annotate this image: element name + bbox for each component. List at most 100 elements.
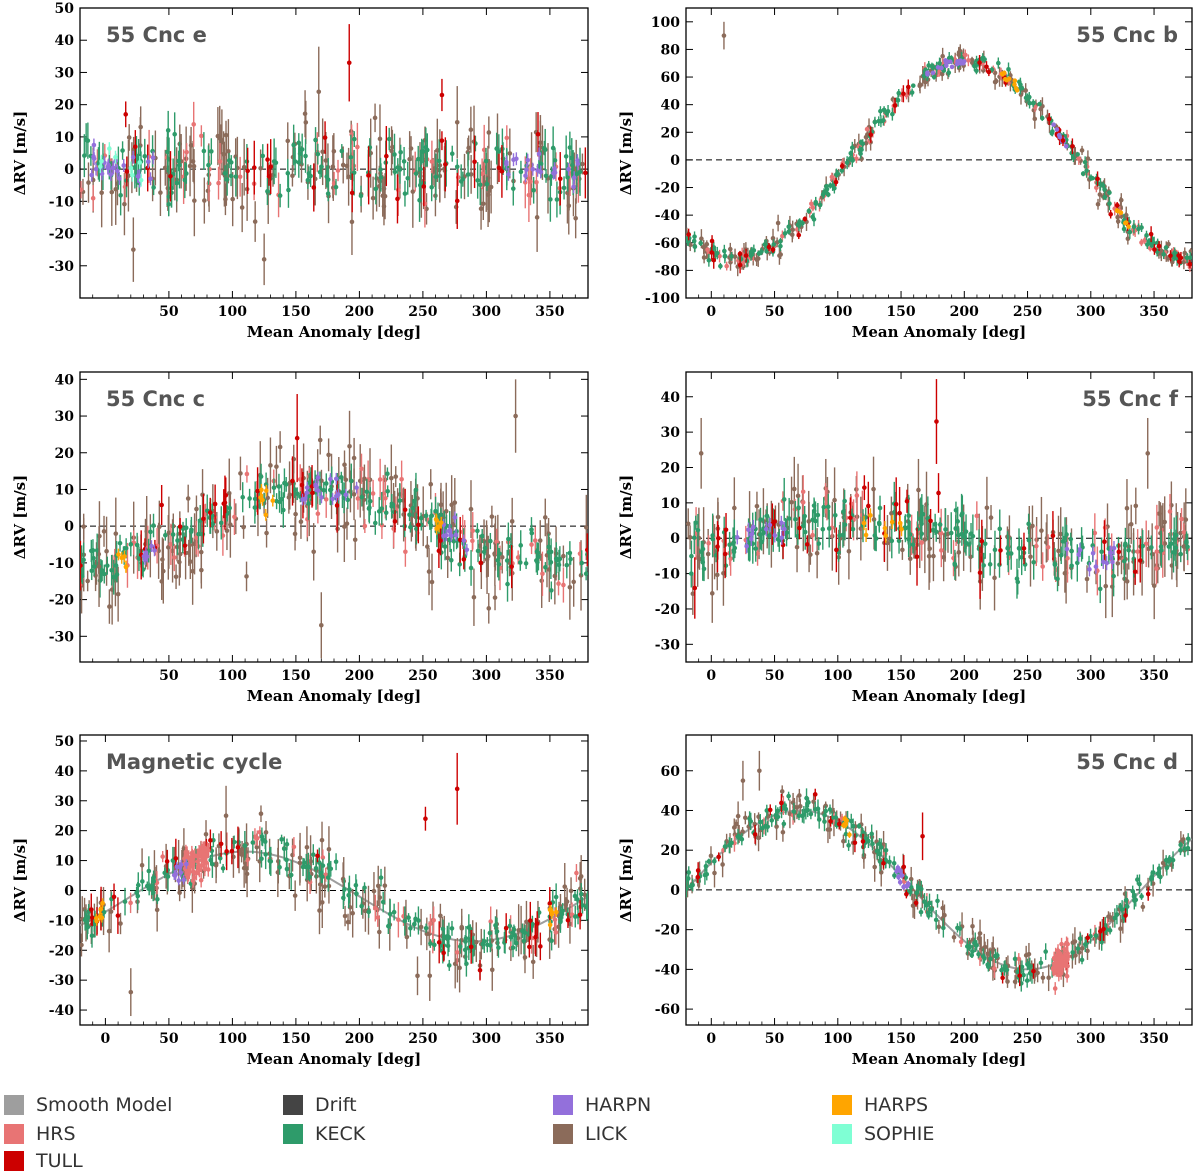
lick-point	[157, 524, 162, 530]
x-tick-label: 150	[281, 668, 310, 684]
harps-point	[1000, 72, 1005, 77]
keck-point	[929, 63, 935, 69]
tull-point	[290, 478, 295, 484]
keck-point	[146, 886, 152, 892]
lick-point	[326, 452, 331, 458]
lick-point	[274, 464, 279, 469]
keck-point	[507, 923, 513, 929]
y-tick-label: -80	[655, 263, 681, 279]
hrs-point	[1154, 525, 1160, 530]
harpn-point	[111, 165, 116, 171]
y-tick-label: -30	[49, 259, 75, 275]
harpn-point	[523, 173, 528, 179]
lick-point	[106, 928, 112, 934]
harpn-point	[313, 482, 318, 488]
keck-point	[342, 887, 347, 892]
keck-point	[496, 945, 501, 950]
keck-point	[89, 548, 94, 554]
lick-point	[254, 844, 260, 850]
keck-point	[228, 173, 234, 179]
lick-point	[922, 537, 928, 542]
lick-point	[530, 959, 536, 965]
keck-point	[386, 136, 392, 142]
lick-point	[900, 547, 905, 553]
hrs-point	[431, 917, 436, 923]
lick-point	[1056, 548, 1061, 554]
harps-point	[434, 518, 439, 523]
keck-point	[387, 911, 393, 917]
harps-point	[1115, 208, 1121, 214]
harpn-point	[354, 485, 359, 490]
tull-point	[496, 165, 502, 171]
lick-point	[316, 89, 322, 95]
lick-point	[118, 921, 123, 926]
keck-point	[146, 868, 152, 874]
tull-point	[311, 185, 317, 190]
harpn-point	[571, 184, 576, 190]
harpn-point	[452, 515, 458, 520]
lick-point	[727, 246, 733, 252]
keck-point	[247, 496, 252, 501]
lick-point	[344, 521, 350, 526]
harps-point	[889, 519, 895, 525]
hrs-point	[257, 829, 263, 835]
hrs-point	[724, 263, 729, 269]
keck-point	[82, 153, 87, 158]
x-tick-label: 100	[218, 668, 247, 684]
lick-point	[917, 82, 923, 87]
keck-point	[385, 488, 390, 494]
harpn-point	[734, 535, 740, 540]
keck-point	[559, 911, 565, 917]
harpn-point	[538, 169, 544, 175]
hrs-point	[553, 930, 559, 935]
keck-point	[279, 837, 284, 842]
lick-point	[1039, 528, 1044, 533]
lick-point	[428, 481, 434, 487]
tull-point	[711, 257, 717, 263]
tull-point	[897, 510, 902, 516]
keck-point	[328, 866, 334, 872]
harps-point	[1122, 220, 1128, 226]
y-tick-label: -60	[655, 236, 681, 252]
lick-point	[522, 955, 528, 960]
lick-point	[486, 130, 492, 135]
keck-point	[510, 945, 516, 951]
keck-point	[1139, 225, 1144, 230]
lick-point	[513, 413, 518, 419]
hrs-point	[372, 905, 378, 911]
tull-point	[468, 944, 474, 950]
keck-point	[872, 533, 878, 538]
keck-point	[319, 164, 324, 169]
harps-point	[270, 498, 276, 503]
keck-point	[561, 185, 567, 191]
tull-point	[441, 950, 446, 956]
keck-point	[1019, 554, 1024, 560]
tull-point	[862, 485, 867, 490]
tull-point	[115, 913, 121, 918]
keck-point	[408, 925, 413, 931]
tull-point	[443, 162, 448, 167]
hrs-point	[540, 571, 545, 577]
tull-point	[457, 537, 463, 543]
y-tick-label: 20	[55, 98, 75, 114]
hrs-point	[245, 857, 250, 863]
tull-point	[182, 543, 188, 548]
tull-point	[218, 841, 224, 847]
keck-point	[793, 516, 798, 522]
lick-point	[686, 521, 691, 527]
keck-point	[263, 482, 269, 487]
keck-point	[510, 186, 516, 191]
hrs-point	[379, 522, 385, 528]
tull-point	[743, 253, 749, 258]
x-tick-label: 300	[1076, 668, 1105, 684]
lick-point	[342, 524, 347, 529]
keck-point	[1037, 101, 1042, 107]
x-tick-label: 200	[345, 304, 374, 320]
keck-point	[277, 864, 282, 870]
harpn-point	[748, 536, 754, 542]
keck-point	[816, 541, 822, 546]
lick-point	[927, 546, 932, 551]
tull-point	[222, 500, 228, 505]
keck-point	[1052, 562, 1058, 568]
data-layer	[80, 24, 588, 286]
